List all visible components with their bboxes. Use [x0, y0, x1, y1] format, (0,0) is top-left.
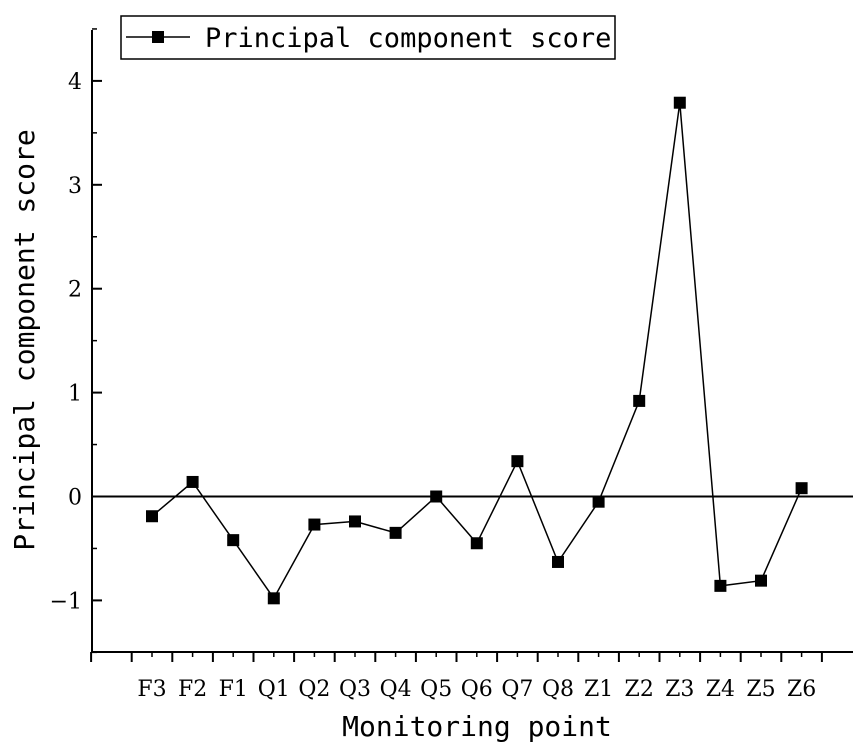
x-tick-label: F1 [219, 677, 248, 702]
data-point [146, 510, 158, 523]
x-tick-label: Z2 [625, 677, 654, 702]
series-line [151, 102, 803, 600]
y-tick-label: 0 [68, 486, 82, 511]
data-point [511, 455, 524, 468]
x-tick-label: Q7 [501, 677, 533, 702]
x-tick-label: Z6 [787, 677, 816, 702]
x-tick-label: Q4 [380, 677, 412, 702]
data-point [633, 394, 646, 407]
x-tick-label: Z3 [665, 677, 694, 702]
data-point [430, 490, 443, 503]
legend: Principal component score [120, 15, 616, 60]
y-tick-label: 4 [68, 70, 82, 95]
data-point [795, 482, 808, 495]
series [146, 96, 808, 605]
data-point [755, 574, 767, 587]
data-point [673, 96, 686, 109]
x-tick-label: Z5 [746, 677, 775, 702]
y-tick-label: −1 [50, 589, 82, 614]
data-point [470, 537, 483, 550]
x-tick-label: Q6 [461, 677, 493, 702]
data-point [389, 526, 402, 539]
y-tick-label: 2 [68, 278, 82, 303]
x-tick-label: Q8 [542, 677, 574, 702]
data-point [552, 555, 564, 568]
data-point [267, 592, 280, 605]
data-point [592, 495, 605, 508]
data-point [186, 475, 199, 488]
x-tick-label: Q1 [258, 677, 290, 702]
x-tick-label: Z1 [584, 677, 613, 702]
data-point [714, 579, 727, 592]
axes [91, 30, 853, 653]
x-tick-label: F2 [178, 677, 207, 702]
legend-marker [152, 31, 164, 43]
x-tick-label: Q2 [298, 677, 330, 702]
x-tick-label: F3 [137, 677, 166, 702]
x-ticks: F3 F2 F1 Q1 Q2 Q3 Q4 Q5 Q6 Q7 Q8 Z1 Z2 Z3 Z4 Z5 Z6 [90, 652, 823, 702]
x-tick-label: Z4 [706, 677, 735, 702]
legend-label: Principal component score [205, 23, 611, 54]
x-axis-title: Monitoring point [342, 710, 612, 742]
y-ticks: 4 3 2 1 0 −1 [50, 28, 102, 654]
legend-box [120, 15, 616, 60]
data-point [227, 534, 240, 547]
data-point [308, 518, 321, 531]
x-tick-label: Q5 [420, 677, 452, 702]
y-tick-label: 3 [68, 174, 82, 199]
x-tick-label: Q3 [339, 677, 371, 702]
y-tick-label: 1 [68, 382, 82, 407]
data-point [349, 515, 361, 528]
y-axis-title: Principal component score [8, 129, 41, 550]
